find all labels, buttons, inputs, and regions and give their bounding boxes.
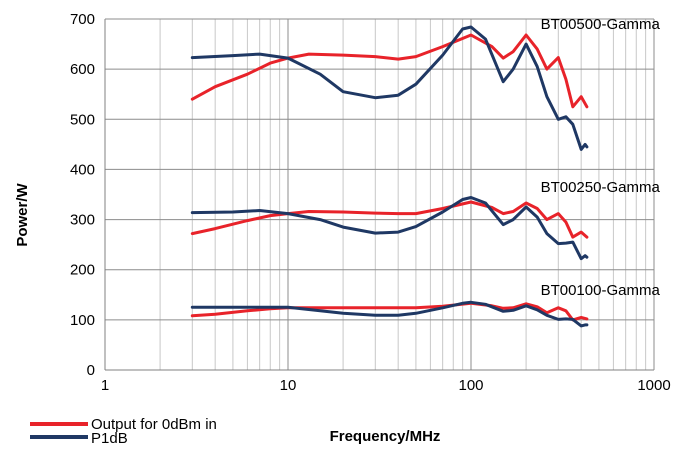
model-annotation: BT00500-Gamma [541, 16, 661, 33]
chart-tick-labels: 0 100 200 300 400 500 600 700 1 10 100 1000 [70, 11, 671, 394]
series-line-bt00500-gamma-output [190, 33, 589, 109]
chart-series [190, 25, 589, 328]
legend-label-output: Output for 0dBm in [91, 416, 217, 433]
model-annotation: BT00250-Gamma [541, 179, 661, 196]
y-tick-label: 600 [70, 61, 95, 78]
y-tick-label: 200 [70, 262, 95, 279]
chart-annotations: BT00500-Gamma BT00250-Gamma BT00100-Gamma [541, 16, 661, 299]
x-tick-label: 10 [280, 377, 297, 394]
series-line-bt00100-gamma-p1db [190, 300, 589, 328]
y-tick-label: 500 [70, 111, 95, 128]
series-line-bt00500-gamma-p1db [190, 25, 589, 151]
y-tick-label: 400 [70, 161, 95, 178]
y-axis-title: Power/W [14, 182, 31, 246]
model-annotation: BT00100-Gamma [541, 282, 661, 299]
chart-legend: Output for 0dBm in P1dB [30, 416, 217, 447]
y-tick-label: 300 [70, 212, 95, 229]
y-tick-label: 700 [70, 11, 95, 28]
legend-label-p1db: P1dB [91, 430, 128, 447]
x-tick-label: 1 [101, 377, 109, 394]
x-tick-label: 1000 [637, 377, 670, 394]
x-tick-label: 100 [458, 377, 483, 394]
y-tick-label: 100 [70, 312, 95, 329]
chart-axes [104, 18, 655, 371]
x-axis-title: Frequency/MHz [330, 428, 441, 445]
y-tick-label: 0 [87, 362, 95, 379]
series-line-bt00250-gamma-p1db [190, 196, 589, 261]
